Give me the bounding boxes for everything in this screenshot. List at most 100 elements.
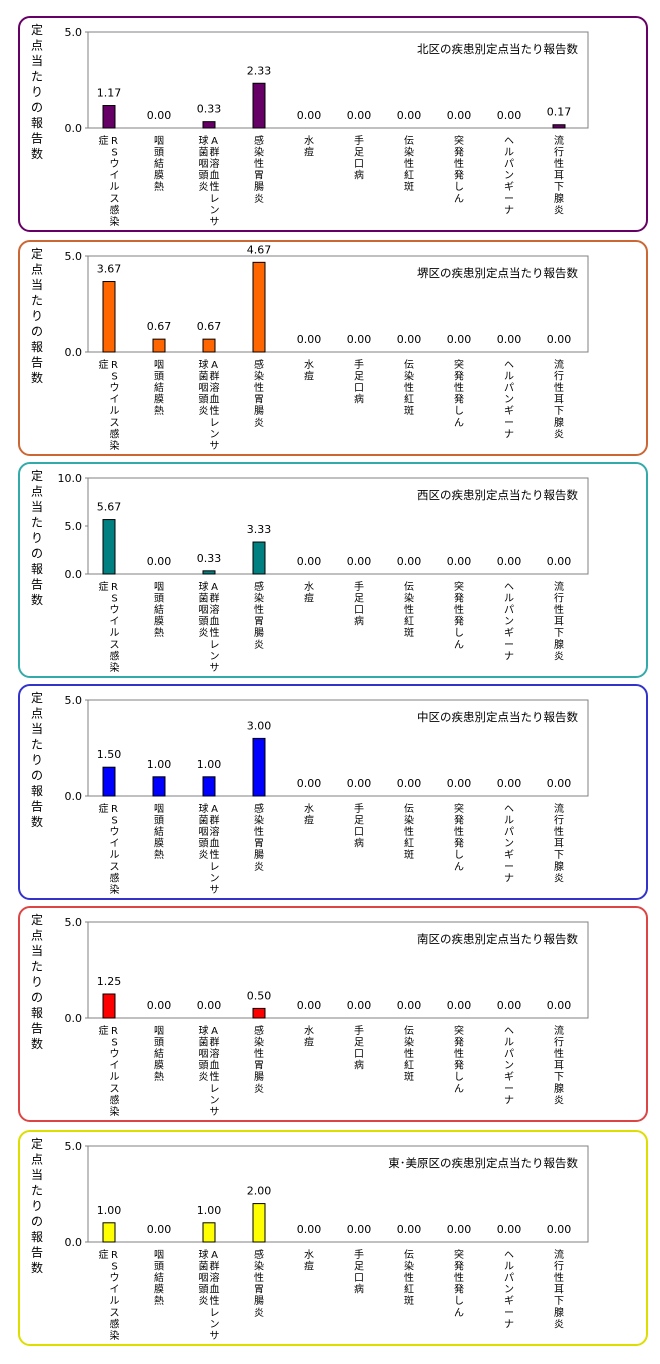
category-label-char: 染 [110, 1105, 120, 1118]
category-label-char: 感 [254, 580, 264, 593]
category-label-char: 咽 [154, 581, 164, 593]
data-label: 0.00 [297, 333, 322, 346]
category-label-char: 頭 [199, 616, 209, 628]
y-axis-label-char: 当 [31, 944, 43, 958]
category-label-char: 血 [210, 1059, 220, 1072]
bar [152, 776, 166, 797]
category-label-char: パ [504, 158, 514, 170]
category-label-char: 性 [554, 157, 564, 170]
category-label-char: 溶 [210, 603, 220, 616]
data-label: 0.00 [497, 109, 522, 122]
category-label-char: 口 [354, 605, 364, 616]
y-axis-label-char: た [31, 960, 43, 974]
category-label-char: 下 [554, 850, 564, 861]
category-label-char: ウ [110, 1048, 120, 1060]
plot-area [87, 1145, 589, 1243]
category-label-char: 染 [404, 146, 414, 159]
chart-title: 南区の疾患別定点当たり報告数 [417, 932, 578, 946]
category-label-char: 球 [199, 134, 209, 147]
category-label-char: 痘 [304, 146, 314, 159]
bar [202, 1222, 216, 1243]
data-label: 0.00 [197, 999, 222, 1012]
y-axis-label-char: り [31, 753, 43, 767]
category-label-char: 斑 [404, 1294, 414, 1307]
category-label-char: 溶 [210, 1047, 220, 1060]
category-label-char: 伝 [404, 135, 414, 147]
category-label-char: 胃 [254, 838, 264, 850]
category-label-char: 症 [99, 134, 109, 147]
category-label-char: R [111, 136, 118, 147]
category-label-char: 染 [110, 661, 120, 674]
category-label-char: 手 [354, 358, 364, 371]
category-label-char: 炎 [199, 849, 209, 861]
category-label-char: 行 [554, 1036, 564, 1049]
category-label-char: 突 [454, 802, 464, 815]
y-axis-label-char: 報 [31, 1006, 43, 1020]
category-label-char: 結 [154, 825, 164, 838]
category-label-char: 性 [404, 381, 414, 394]
chart-title: 東･美原区の疾患別定点当たり報告数 [388, 1156, 578, 1170]
data-label: 0.00 [497, 999, 522, 1012]
category-label-char: 腸 [254, 1295, 264, 1307]
data-label: 0.00 [447, 109, 472, 122]
category-label-char: 熱 [154, 626, 164, 639]
category-label: 水痘 [304, 1249, 314, 1273]
category-label-char: 胃 [254, 616, 264, 628]
data-label: 0.00 [397, 999, 422, 1012]
data-label: 0.00 [497, 555, 522, 568]
category-label-char: 染 [254, 1036, 264, 1049]
category-label-char: 伝 [404, 1249, 414, 1261]
category-label-char: 発 [454, 146, 464, 159]
category-label-char: ん [454, 861, 464, 873]
category-label-char: 流 [554, 1024, 564, 1037]
category-label-char: 球 [199, 1248, 209, 1261]
category-label-char: 感 [254, 802, 264, 815]
category-label-char: 咽 [154, 359, 164, 371]
category-label-char: 菌 [199, 147, 209, 159]
category-label-char: 腺 [554, 1306, 564, 1319]
category-label-char: パ [504, 604, 514, 616]
bar [102, 281, 116, 353]
category-label-char: 炎 [199, 405, 209, 417]
y-axis-label-char: り [31, 1199, 43, 1213]
category-label-char: 血 [210, 169, 220, 182]
category-label-char: 咽 [199, 382, 209, 394]
category-label-char: 病 [354, 393, 364, 406]
y-axis-label-char: た [31, 70, 43, 84]
category-label-char: 炎 [554, 650, 564, 662]
bar-chart: 中区の疾患別定点当たり報告数定点当たりの報告数5.00.01.50RSウイルス感… [31, 690, 589, 896]
bar [102, 105, 116, 129]
category-label-char: イ [110, 839, 120, 850]
y-axis-label-char: り [31, 975, 43, 989]
category-label-char: 伝 [404, 359, 414, 371]
data-label: 0.00 [547, 333, 572, 346]
y-axis-label-char: の [31, 101, 43, 115]
category-label-char: 感 [110, 1317, 120, 1330]
category-label-char: ん [454, 417, 464, 429]
category-label-char: 水 [304, 803, 314, 815]
bar [252, 82, 266, 129]
category-label-char: 口 [354, 159, 364, 170]
y-axis-label-char: た [31, 294, 43, 308]
category-label-char: 炎 [554, 872, 564, 884]
category-label-char: ん [454, 193, 464, 205]
category-label-char: 炎 [254, 1083, 264, 1095]
category-label-char: 染 [404, 592, 414, 605]
category-label-char: 性 [254, 1047, 264, 1060]
category-label-char: 染 [404, 1260, 414, 1273]
category-label-char: ー [504, 194, 514, 205]
category-label: 水痘 [304, 581, 314, 605]
category-label-char: 発 [454, 1260, 464, 1273]
category-label-char: 染 [404, 370, 414, 383]
